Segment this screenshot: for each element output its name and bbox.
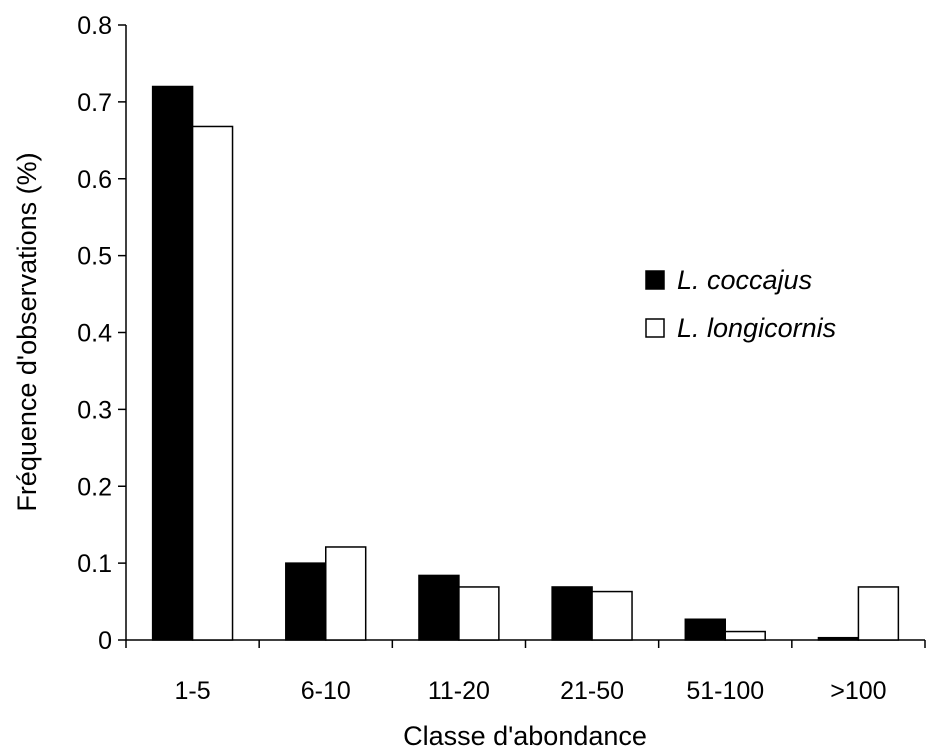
legend-swatch-l-longicornis xyxy=(645,318,665,338)
x-tick-label: 6-10 xyxy=(301,677,351,705)
bar-l-longicornis-1 xyxy=(191,125,234,641)
y-tick-label: 0.5 xyxy=(77,243,112,271)
bar-l-longicornis-6 xyxy=(857,586,900,641)
legend-label-l-coccajus: L. coccajus xyxy=(677,265,812,295)
bar-l-longicornis-3 xyxy=(458,586,500,641)
y-tick-label: 0.2 xyxy=(77,473,112,501)
legend-label-l-longicornis: L. longicornis xyxy=(677,313,836,343)
legend-swatch-l-coccajus xyxy=(645,270,665,290)
bar-l-coccajus-6 xyxy=(817,636,860,641)
bar-l-coccajus-1 xyxy=(151,85,194,641)
y-tick-label: 0.7 xyxy=(77,89,112,117)
x-axis-ticks: 1-5 6-10 11-20 21-50 51-100 >100 xyxy=(125,640,926,705)
y-tick-label: 0.6 xyxy=(77,166,112,194)
bar-l-longicornis-4 xyxy=(591,590,633,641)
x-tick-label: 1-5 xyxy=(175,677,211,705)
y-tick-label: 0.1 xyxy=(77,550,112,578)
bar-l-coccajus-5 xyxy=(684,618,726,641)
y-tick-label: 0.4 xyxy=(77,320,112,348)
y-tick-label: 0.3 xyxy=(77,396,112,424)
x-axis-title: Classe d'abondance xyxy=(403,721,647,749)
bar-l-coccajus-4 xyxy=(551,586,593,641)
x-tick-label: 21-50 xyxy=(560,677,624,705)
x-tick-label: 11-20 xyxy=(428,677,490,705)
y-axis-title: Fréquence d'observations (%) xyxy=(12,152,42,511)
bar-l-longicornis-5 xyxy=(724,630,766,641)
bar-l-coccajus-3 xyxy=(418,574,460,641)
x-tick-label: >100 xyxy=(830,677,886,705)
legend: L. coccajus L. longicornis xyxy=(645,265,836,343)
bars xyxy=(151,85,900,641)
x-tick-label: 51-100 xyxy=(686,677,764,705)
bar-l-longicornis-2 xyxy=(325,546,367,641)
y-tick-label: 0 xyxy=(98,627,112,655)
y-axis-ticks: 0 0.1 0.2 0.3 0.4 0.5 0.6 0.7 0.8 xyxy=(77,12,126,655)
y-tick-label: 0.8 xyxy=(77,12,112,40)
bar-l-coccajus-2 xyxy=(285,562,327,641)
